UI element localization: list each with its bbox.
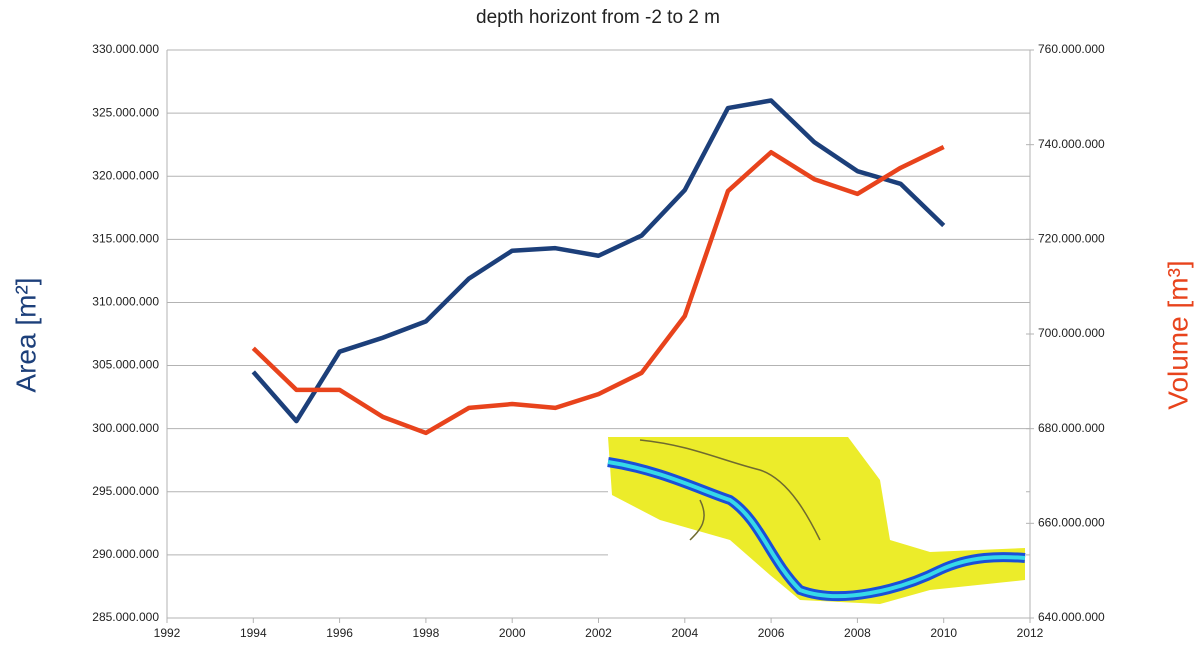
y-tick-label: 325.000.000: [92, 105, 159, 119]
y2-tick-label: 680.000.000: [1038, 421, 1105, 435]
y2-tick-label: 760.000.000: [1038, 42, 1105, 56]
x-tick-label: 2012: [1017, 626, 1044, 640]
x-tick-label: 2004: [671, 626, 698, 640]
y-tick-label: 315.000.000: [92, 232, 159, 246]
chart: depth horizont from -2 to 2 m Area [m²] …: [0, 0, 1198, 650]
y2-tick-label: 640.000.000: [1038, 610, 1105, 624]
y2-tick-label: 700.000.000: [1038, 326, 1105, 340]
x-tick-label: 1998: [413, 626, 440, 640]
data-layer: [253, 100, 943, 432]
series-line: [253, 147, 943, 433]
y2-tick-label: 660.000.000: [1038, 516, 1105, 530]
x-tick-label: 1996: [326, 626, 353, 640]
x-tick-label: 2008: [844, 626, 871, 640]
x-tick-label: 2006: [758, 626, 785, 640]
y2-axis-label: Volume [m³]: [1162, 260, 1193, 409]
y-tick-label: 310.000.000: [92, 295, 159, 309]
y-tick-label: 320.000.000: [92, 168, 159, 182]
x-tick-label: 1992: [154, 626, 181, 640]
y2-tick-label: 740.000.000: [1038, 137, 1105, 151]
inset-map: [608, 437, 1026, 609]
x-tick-label: 2010: [930, 626, 957, 640]
y-tick-label: 290.000.000: [92, 547, 159, 561]
y-tick-label: 305.000.000: [92, 358, 159, 372]
x-tick-label: 1994: [240, 626, 267, 640]
x-tick-label: 2002: [585, 626, 612, 640]
y-axis-label: Area [m²]: [10, 277, 41, 392]
x-tick-label: 2000: [499, 626, 526, 640]
y-tick-label: 295.000.000: [92, 484, 159, 498]
y-tick-label: 285.000.000: [92, 610, 159, 624]
y-tick-label: 330.000.000: [92, 42, 159, 56]
y2-tick-label: 720.000.000: [1038, 232, 1105, 246]
y-tick-label: 300.000.000: [92, 421, 159, 435]
series-line: [253, 100, 943, 421]
chart-title: depth horizont from -2 to 2 m: [476, 7, 720, 28]
